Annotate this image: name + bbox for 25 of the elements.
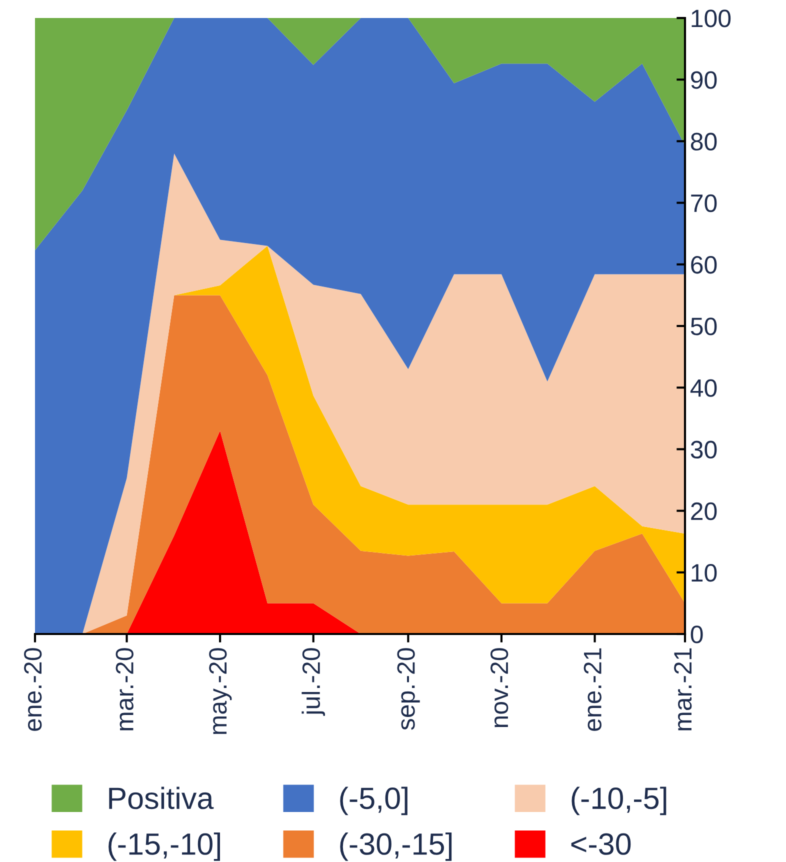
legend-label: (-5,0] (340, 786, 408, 816)
x-tick-label: sep.-20 (397, 648, 420, 730)
x-tick-label: mar.-21 (674, 648, 692, 730)
x-tick-label: may.-20 (209, 648, 232, 734)
y-tick-label: 70 (691, 194, 717, 212)
y-tick-label: 10 (692, 564, 717, 582)
y-tick-label: 50 (690, 318, 717, 336)
x-tick-label: ene.-21 (584, 648, 602, 731)
y-tick-label: 20 (691, 502, 717, 520)
legend-label: Positiva (109, 786, 214, 810)
y-tick-label: 40 (690, 379, 717, 397)
y-tick-label: 30 (690, 440, 717, 459)
x-tick-label: mar.-20 (116, 648, 134, 730)
y-tick-label: 60 (691, 256, 717, 274)
legend-label: (-10,-5] (572, 786, 666, 816)
x-tick-label: jul.-20 (302, 648, 326, 716)
legend-label: <-30 (571, 833, 631, 855)
legend-label: (-15,-10] (108, 832, 220, 861)
y-tick-label: 0 (690, 626, 703, 644)
y-tick-label: 100 (692, 10, 731, 28)
y-tick-label: 80 (690, 132, 717, 151)
legend-label: (-30,-15] (340, 832, 452, 861)
x-tick-label: nov.-20 (490, 648, 508, 728)
y-tick-label: 90 (691, 71, 717, 89)
x-tick-label: ene.-20 (24, 648, 42, 731)
